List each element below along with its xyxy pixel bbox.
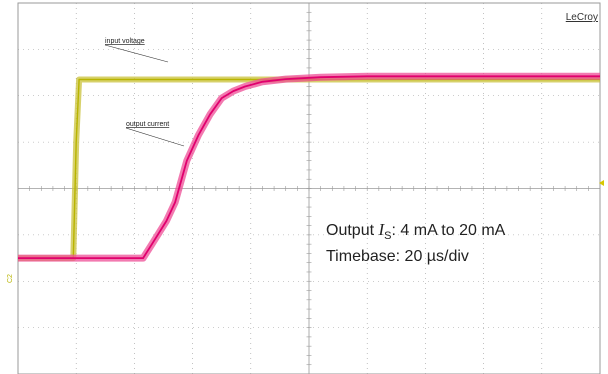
timebase-annotation: Timebase: 20 µs/div	[326, 248, 469, 265]
output-current-label-leader	[125, 127, 185, 147]
range-text: : 4 mA to 20 mA	[392, 222, 506, 239]
trigger-level-marker	[599, 180, 604, 186]
output-prefix: Output	[326, 222, 378, 239]
symbol-sub: S	[384, 230, 391, 242]
trace-labels: input voltage output current	[104, 38, 185, 147]
output-current-trace	[18, 75, 600, 260]
output-current-label: output current	[126, 121, 169, 128]
input-voltage-label-leader	[104, 44, 169, 63]
channel-marker: C2	[7, 274, 14, 283]
graticule	[17, 2, 601, 374]
symbol-main: I	[377, 220, 385, 239]
output-range-annotation: Output IS: 4 mA to 20 mA	[326, 220, 506, 242]
waveform-traces	[18, 72, 600, 262]
input-voltage-label: input voltage	[105, 38, 145, 45]
brand-logo: LeCroy	[566, 12, 598, 23]
